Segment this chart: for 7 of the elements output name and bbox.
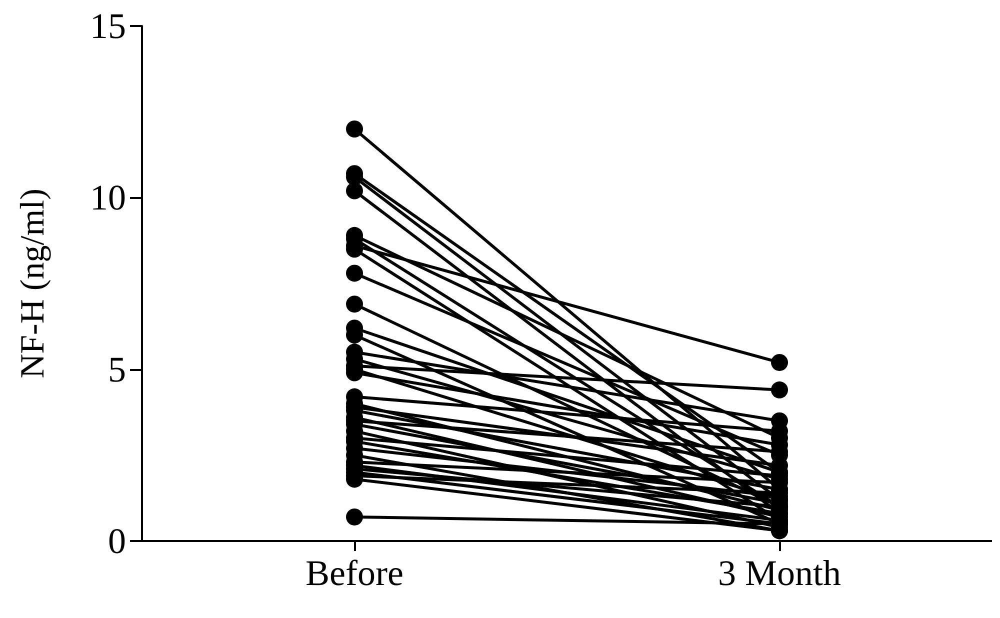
x-tick-label: 3 Month xyxy=(718,553,842,593)
y-axis-title: NF-H (ng/ml) xyxy=(14,188,52,378)
y-tick-label: 15 xyxy=(90,6,126,46)
y-tick-label: 5 xyxy=(108,349,126,390)
x-tick-label: Before xyxy=(306,553,404,593)
y-tick-label: 0 xyxy=(108,521,126,561)
y-tick-label: 10 xyxy=(90,178,126,218)
